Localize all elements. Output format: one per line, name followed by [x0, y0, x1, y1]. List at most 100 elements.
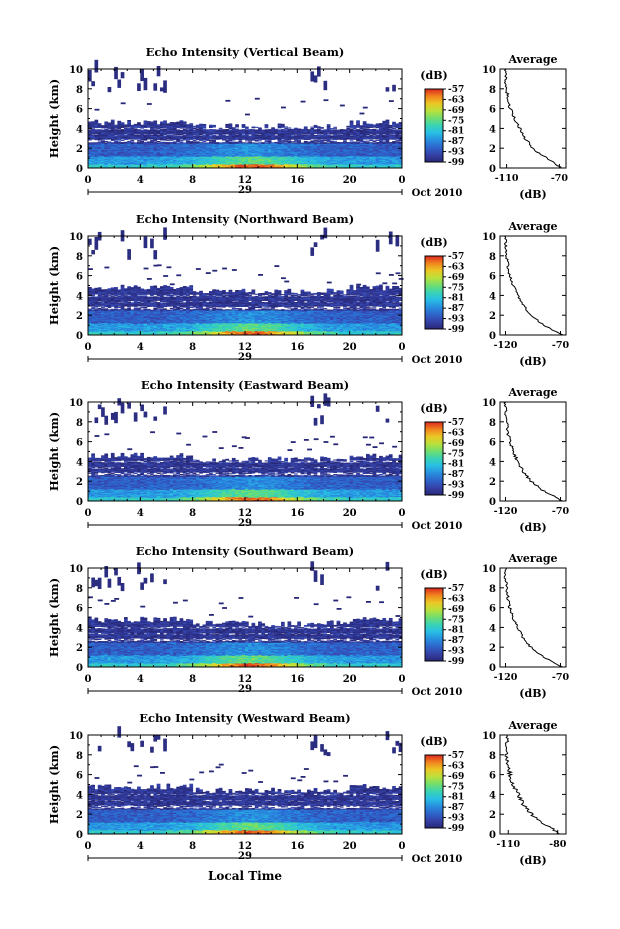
heatmap-cell [264, 124, 269, 126]
heatmap-cell [143, 123, 148, 125]
heatmap-cell [91, 133, 95, 135]
heatmap-cell [254, 133, 259, 135]
heatmap-cell [114, 142, 118, 144]
heatmap-cell [173, 157, 177, 159]
heatmap-cell [88, 131, 92, 133]
heatmap-cell [192, 131, 197, 133]
heatmap-cell [228, 157, 233, 159]
heatmap-cell [91, 147, 95, 149]
heatmap-cell [110, 123, 115, 125]
heatmap-cell [297, 135, 301, 137]
heatmap-cell [195, 126, 200, 128]
heatmap-cell [300, 165, 305, 167]
heatmap-cell [140, 153, 144, 155]
heatmap-cell [277, 131, 282, 133]
heatmap-cell [251, 147, 256, 149]
heatmap-cell [267, 135, 272, 137]
heatmap-cell [271, 128, 275, 130]
heatmap-cell [261, 154, 266, 156]
heatmap-cell [303, 164, 308, 166]
heatmap-cell [261, 132, 266, 134]
heatmap-cell [143, 145, 148, 147]
heatmap-cell [110, 134, 115, 136]
heatmap-cell [173, 128, 177, 130]
heatmap-cell [267, 161, 272, 163]
heatmap-cell [202, 151, 207, 153]
heatmap-cell [127, 156, 131, 158]
heatmap-cell [202, 165, 207, 167]
heatmap-cell [300, 153, 305, 155]
heatmap-cell [235, 157, 239, 159]
heatmap-cell [133, 160, 138, 162]
heatmap-cell [212, 158, 216, 160]
heatmap-cell [212, 145, 216, 147]
heatmap-cell [156, 127, 161, 129]
heatmap-cell [130, 147, 135, 150]
heatmap-cell [199, 162, 203, 164]
heatmap-cell [215, 146, 220, 148]
heatmap-cell [258, 133, 262, 135]
heatmap-cell [169, 137, 174, 139]
heatmap-cell [117, 160, 122, 162]
heatmap-cell [124, 128, 128, 130]
heatmap-cell [110, 143, 115, 145]
heatmap-cell [277, 138, 282, 140]
heatmap-cell [153, 164, 158, 166]
heatmap-cell [160, 122, 164, 124]
heatmap-cell [137, 123, 141, 125]
heatmap-cell [163, 157, 167, 159]
heatmap-cell [199, 166, 203, 168]
heatmap-cell [205, 145, 210, 147]
heatmap-cell [173, 155, 177, 157]
heatmap-cell [241, 148, 246, 151]
heatmap-cell [251, 151, 256, 153]
heatmap-cell [127, 136, 131, 138]
heatmap-cell [110, 127, 115, 129]
heatmap-cell [218, 162, 223, 164]
heatmap-cell [189, 138, 194, 140]
heatmap-cell [231, 148, 236, 150]
heatmap-cell [225, 143, 230, 145]
heatmap-cell [254, 133, 259, 135]
heatmap-cell [251, 143, 256, 145]
heatmap-cell [195, 149, 200, 151]
heatmap-cell [166, 164, 171, 166]
heatmap-cell [143, 156, 148, 159]
heatmap-cell [281, 140, 285, 142]
heatmap-cell [218, 149, 223, 151]
heatmap-cell [120, 133, 125, 135]
heatmap-cell [303, 163, 308, 165]
heatmap-cell [179, 137, 184, 139]
heatmap-cell [261, 132, 266, 134]
heatmap-cell [133, 128, 138, 130]
heatmap-cell [225, 123, 230, 126]
heatmap-cell [117, 123, 122, 125]
heatmap-cell [277, 153, 282, 155]
heatmap-cell [235, 151, 239, 153]
heatmap-cell [153, 139, 158, 141]
heatmap-cell [238, 142, 243, 144]
heatmap-cell [349, 141, 354, 144]
heatmap-cell [179, 148, 184, 151]
heatmap-cell [300, 161, 305, 163]
heatmap-cell [192, 161, 197, 163]
heatmap-cell [130, 148, 135, 150]
heatmap-cell [326, 142, 331, 144]
heatmap-cell [150, 144, 154, 146]
heatmap-cell [160, 156, 164, 158]
heatmap-cell [290, 148, 295, 150]
heatmap-cell [195, 130, 200, 132]
heatmap-cell [156, 145, 161, 147]
heatmap-cell [313, 142, 318, 144]
heatmap-cell [182, 130, 187, 132]
heatmap-cell [222, 166, 226, 168]
heatmap-cell [169, 149, 174, 151]
heatmap-cell [101, 163, 105, 165]
heatmap-cell [264, 135, 269, 137]
heatmap-cell [186, 127, 190, 129]
heatmap-cell [202, 153, 207, 155]
heatmap-cell [195, 152, 200, 154]
heatmap-cell [156, 138, 161, 140]
heatmap-cell [104, 136, 109, 138]
heatmap-cell [209, 131, 213, 134]
